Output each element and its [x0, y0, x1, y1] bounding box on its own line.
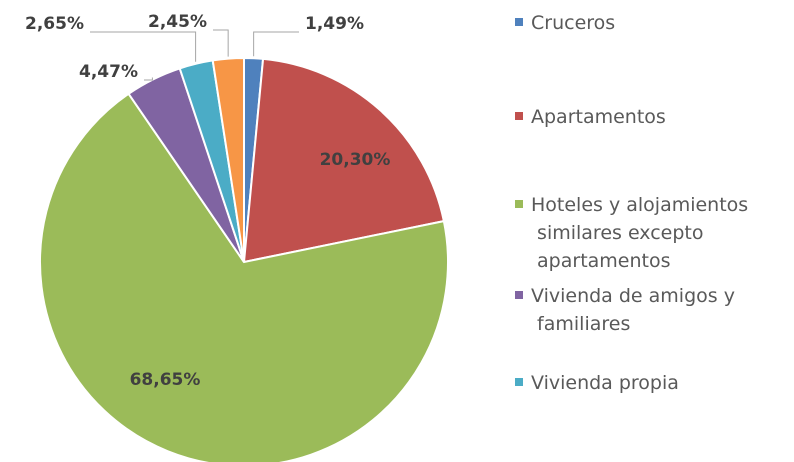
legend-marker [515, 200, 523, 208]
legend-label: Hoteles y alojamientos similares excepto… [531, 194, 748, 272]
data-label: 1,49% [305, 14, 364, 34]
pie-slice [242, 57, 446, 264]
legend-label: Otros [531, 460, 582, 462]
legend-label: Vivienda propia [531, 372, 679, 394]
data-label: 68,65% [130, 370, 201, 390]
data-label: 2,65% [25, 14, 84, 34]
legend-label: Vivienda de amigos y familiares [531, 285, 735, 335]
data-label: 4,47% [79, 62, 138, 82]
data-label: 2,45% [148, 12, 207, 32]
legend-marker [515, 18, 523, 26]
pie-slice [211, 56, 245, 263]
leader-line [253, 31, 299, 57]
legend-marker [515, 291, 523, 299]
leader-line [144, 77, 153, 81]
legend-marker [515, 378, 523, 386]
legend-marker [515, 112, 523, 120]
legend-label: Apartamentos [531, 106, 666, 128]
leader-line [213, 29, 229, 57]
pie-slice [39, 92, 449, 462]
leader-line [90, 31, 197, 62]
legend-label: Cruceros [531, 12, 615, 34]
data-label: 20,30% [320, 150, 391, 170]
